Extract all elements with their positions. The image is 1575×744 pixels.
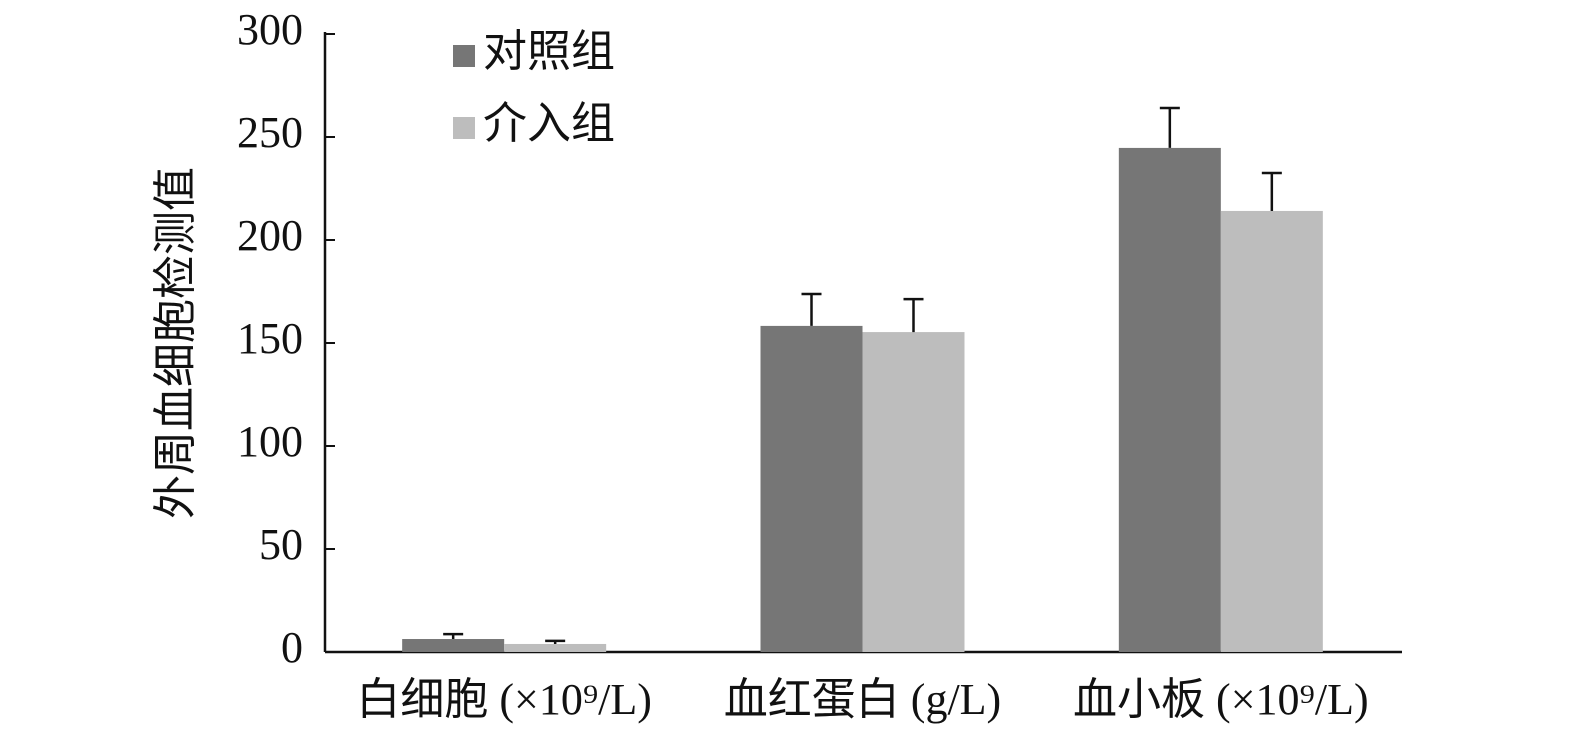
- y-tick-label: 250: [237, 108, 303, 157]
- x-tick-label: 血小板 (×10⁹/L): [1073, 675, 1369, 724]
- bar: [504, 643, 607, 652]
- y-tick-label: 300: [237, 5, 303, 54]
- error-bar: [545, 639, 566, 644]
- bar: [1118, 147, 1221, 652]
- legend-swatch: [453, 45, 475, 67]
- legend-swatch: [453, 117, 475, 139]
- x-tick-label: 白细胞 (×10⁹/L): [356, 675, 652, 724]
- y-tick-label: 200: [237, 211, 303, 260]
- bar: [862, 332, 965, 652]
- y-axis-title: 外周血细胞检测值: [151, 167, 200, 519]
- bar: [1220, 210, 1323, 653]
- y-tick-label: 150: [237, 314, 303, 363]
- error-bar: [443, 632, 464, 640]
- bar: [760, 325, 863, 652]
- error-bar: [1261, 171, 1282, 211]
- legend-label: 对照组: [483, 27, 615, 76]
- bar: [402, 639, 505, 652]
- error-bar: [903, 297, 924, 333]
- legend-label: 介入组: [483, 99, 615, 148]
- error-bar: [801, 292, 822, 326]
- y-tick-label: 0: [281, 623, 303, 672]
- x-tick-label: 血红蛋白 (g/L): [724, 675, 1001, 724]
- y-tick-label: 50: [259, 520, 303, 569]
- y-tick-label: 100: [237, 417, 303, 466]
- error-bar: [1159, 106, 1180, 148]
